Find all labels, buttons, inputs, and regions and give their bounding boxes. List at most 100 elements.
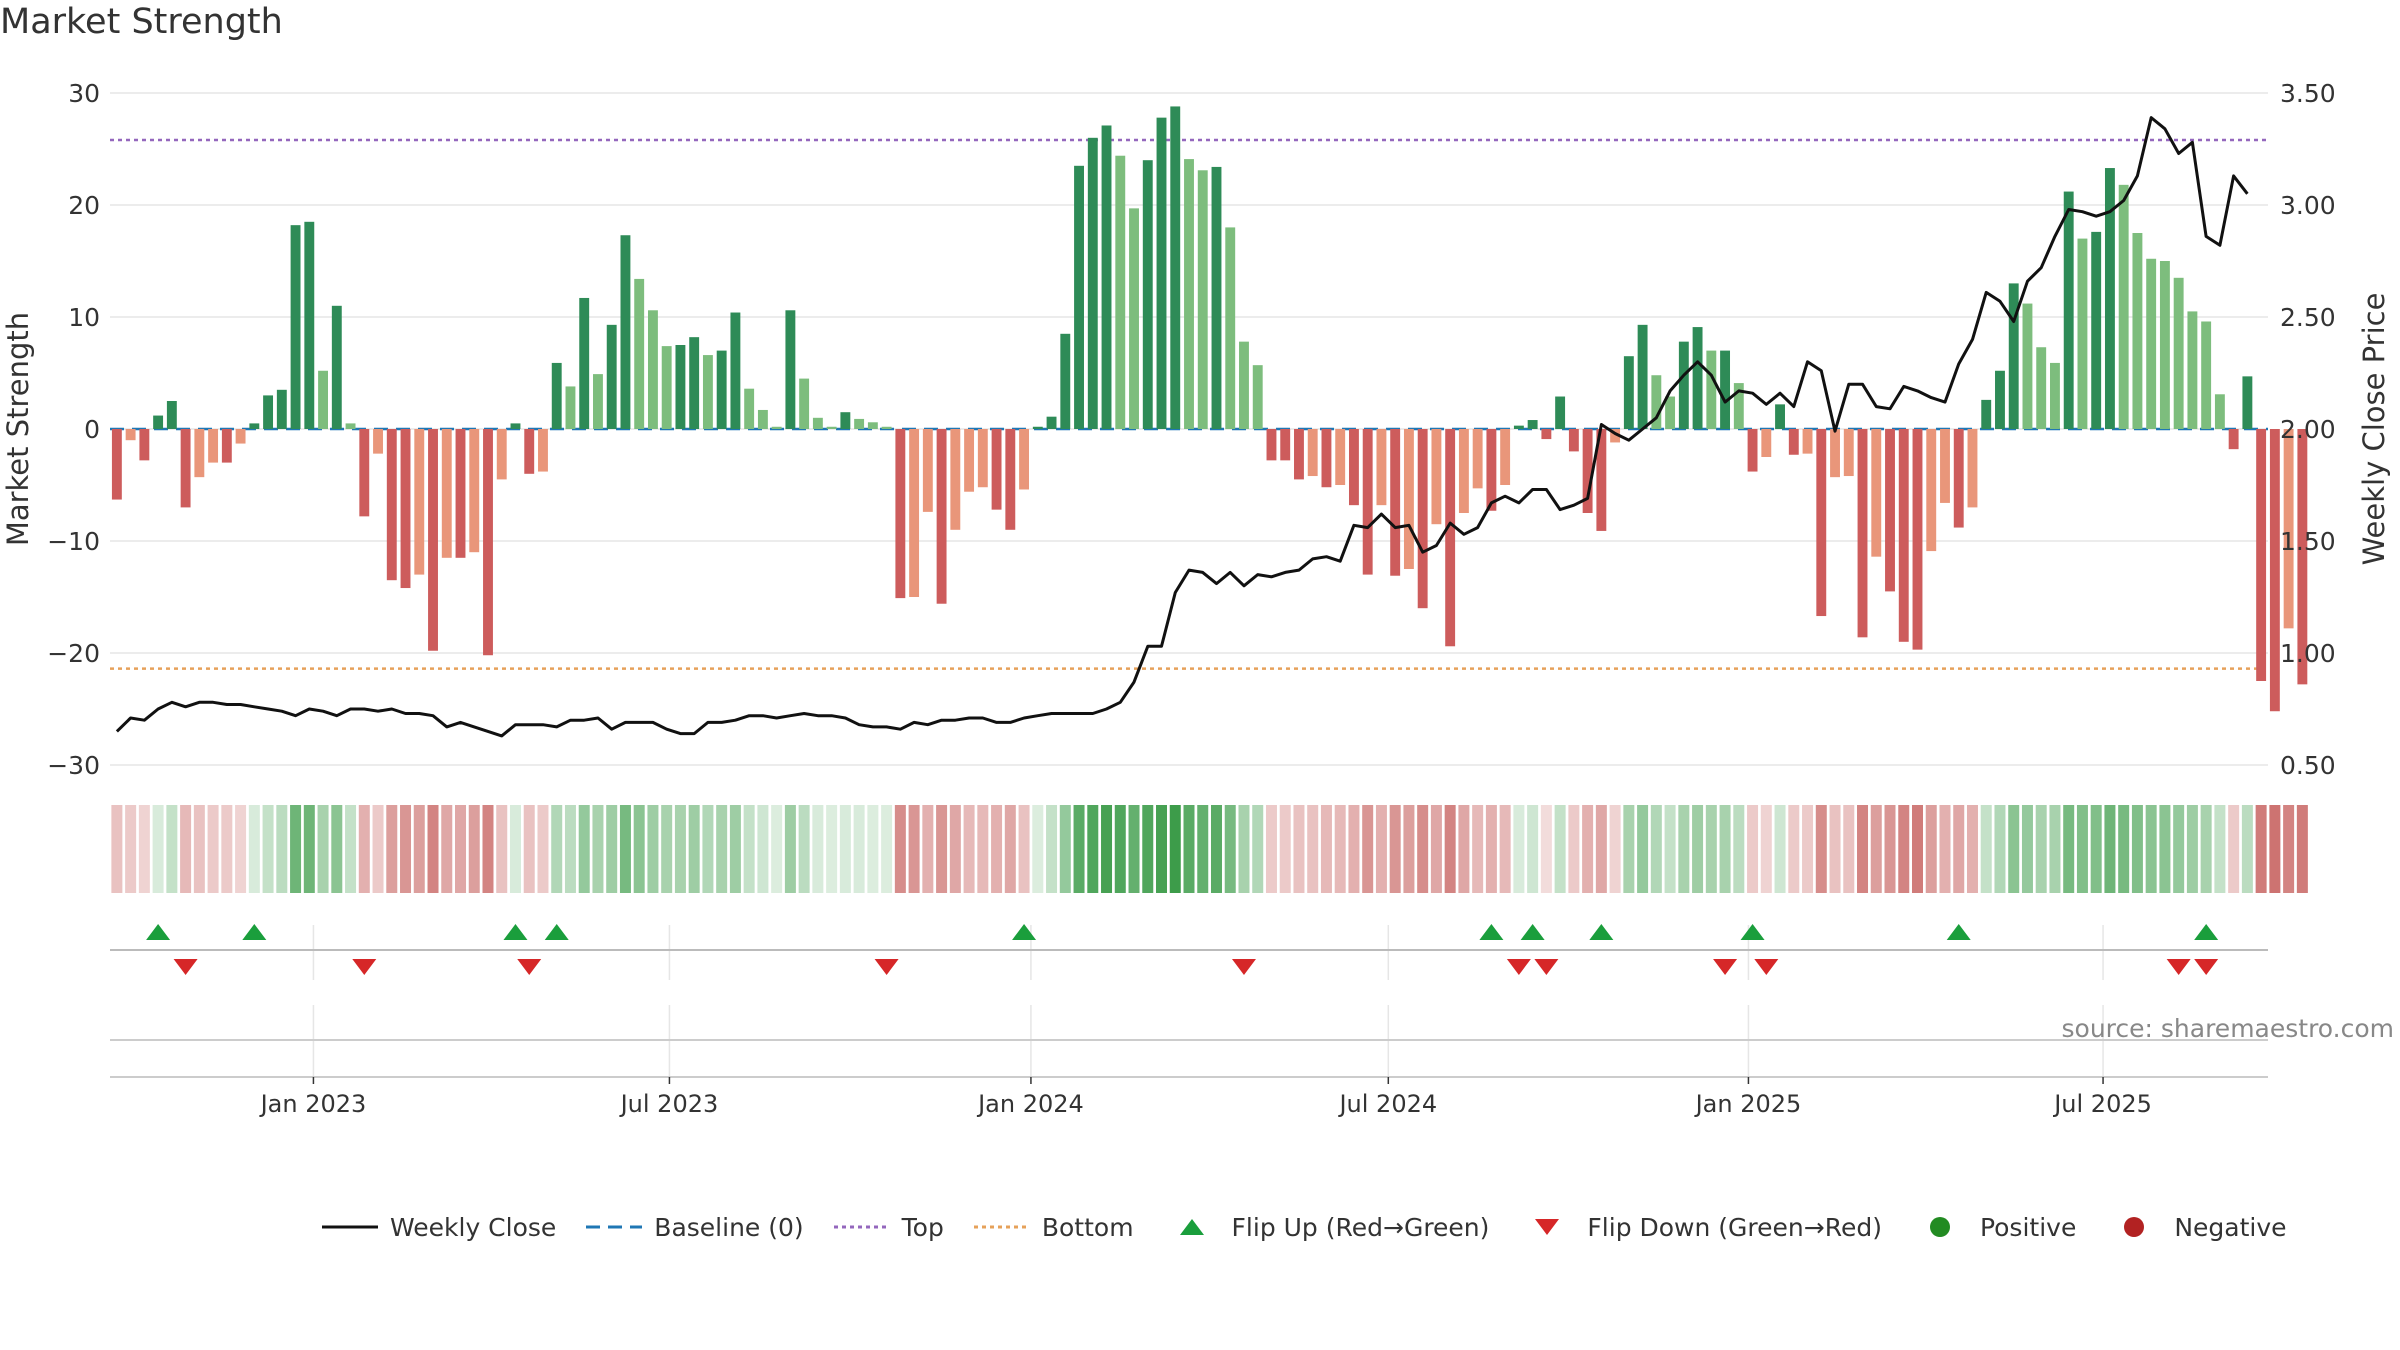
strength-strip-cell bbox=[1692, 805, 1704, 893]
flip-down-marker bbox=[352, 959, 377, 975]
strength-bar bbox=[2256, 429, 2267, 681]
strength-bar bbox=[661, 346, 672, 429]
strength-bar bbox=[991, 429, 1002, 510]
strength-strip-cell bbox=[936, 805, 948, 893]
strength-bar bbox=[593, 374, 603, 429]
strength-strip-cell bbox=[1788, 805, 1800, 893]
strength-bar bbox=[510, 423, 521, 429]
strength-strip-cell bbox=[2228, 805, 2240, 893]
flip-down-marker bbox=[1754, 959, 1779, 975]
strength-bar bbox=[194, 429, 205, 478]
legend-swatch-line bbox=[322, 1225, 378, 1229]
strength-strip-cell bbox=[1032, 805, 1044, 893]
y-tick-label-right: 3.50 bbox=[2280, 79, 2336, 108]
strength-bar bbox=[2146, 258, 2157, 429]
flip-up-marker bbox=[2194, 924, 2219, 940]
strength-bar bbox=[1307, 429, 1318, 477]
y-tick-label-left: 20 bbox=[68, 191, 100, 220]
flip-down-marker bbox=[173, 959, 198, 975]
strength-bar bbox=[826, 426, 837, 429]
strength-strip-cell bbox=[1925, 805, 1937, 893]
strength-strip-cell bbox=[2283, 805, 2295, 893]
strength-bar bbox=[1225, 227, 1236, 429]
legend-swatch-dot-orange bbox=[973, 1225, 1030, 1229]
strength-bar bbox=[1431, 429, 1442, 525]
strength-strip-cell bbox=[455, 805, 467, 893]
y-tick-label-left: −30 bbox=[47, 751, 100, 780]
strength-strip-cell bbox=[1939, 805, 1951, 893]
strength-strip-cell bbox=[2021, 805, 2033, 893]
strength-bar bbox=[1802, 429, 1813, 454]
strength-strip-cell bbox=[2214, 805, 2226, 893]
chart-legend: Weekly Close Baseline (0) Top Bottom Flip Up… bbox=[320, 1206, 2315, 1248]
strength-bar bbox=[1555, 396, 1566, 429]
strength-bar bbox=[730, 312, 741, 429]
strength-strip-cell bbox=[702, 805, 714, 893]
strength-strip-cell bbox=[784, 805, 796, 893]
flip-up-marker bbox=[1589, 924, 1614, 940]
strength-bar bbox=[318, 370, 328, 429]
strength-strip-cell bbox=[111, 805, 123, 893]
strength-bar bbox=[111, 429, 122, 500]
flip-up-marker bbox=[1479, 924, 1504, 940]
strength-bar bbox=[345, 423, 356, 429]
strength-strip-cell bbox=[1609, 805, 1621, 893]
strength-bar bbox=[1871, 429, 1882, 557]
strength-strip-cell bbox=[1004, 805, 1016, 893]
strength-bar bbox=[1706, 350, 1717, 429]
strength-strip-cell bbox=[812, 805, 824, 893]
strength-strip-cell bbox=[1389, 805, 1401, 893]
strength-bar bbox=[1321, 429, 1332, 488]
legend-item: Weekly Close bbox=[320, 1212, 556, 1242]
strength-strip-cell bbox=[1994, 805, 2006, 893]
strength-bar bbox=[1417, 429, 1428, 609]
strength-strip-cell bbox=[290, 805, 302, 893]
flip-down-marker bbox=[2166, 959, 2191, 975]
strength-bar bbox=[2077, 238, 2088, 429]
strength-bar bbox=[1390, 429, 1401, 576]
strength-bar bbox=[1403, 429, 1414, 569]
strength-strip-cell bbox=[482, 805, 494, 893]
strength-strip-cell bbox=[523, 805, 535, 893]
strength-bar bbox=[867, 422, 878, 429]
strength-strip-cell bbox=[1733, 805, 1745, 893]
strength-bar bbox=[1142, 160, 1153, 429]
strength-strip-cell bbox=[578, 805, 590, 893]
strength-strip-cell bbox=[1183, 805, 1195, 893]
strength-bar bbox=[1926, 429, 1937, 552]
strength-bar bbox=[922, 429, 933, 512]
strength-strip-cell bbox=[1417, 805, 1429, 893]
strength-bar bbox=[1087, 137, 1098, 430]
legend-label: Flip Up (Red→Green) bbox=[1231, 1212, 1490, 1242]
strength-strip-cell bbox=[303, 805, 315, 893]
legend-swatch-triangle-down bbox=[1535, 1219, 1560, 1235]
strength-strip-cell bbox=[1101, 805, 1113, 893]
strength-bar bbox=[1472, 429, 1483, 489]
strength-bar bbox=[2118, 184, 2129, 429]
strength-strip-cell bbox=[1348, 805, 1360, 893]
strength-strip-cell bbox=[2049, 805, 2061, 893]
strength-strip-cell bbox=[1458, 805, 1470, 893]
strength-strip-cell bbox=[262, 805, 274, 893]
strength-bar bbox=[1761, 429, 1772, 457]
strength-bar bbox=[2132, 233, 2143, 429]
strength-bar bbox=[606, 324, 617, 429]
strength-bar bbox=[1445, 429, 1456, 647]
y-axis-title-left: Market Strength bbox=[1, 312, 35, 546]
strength-bar bbox=[1623, 356, 1634, 429]
strength-strip-cell bbox=[688, 805, 700, 893]
strength-strip-cell bbox=[1197, 805, 1209, 893]
strength-bar bbox=[1527, 420, 1538, 429]
strength-bar bbox=[1995, 370, 2005, 429]
strength-bar bbox=[1692, 327, 1703, 429]
strength-bar bbox=[2173, 277, 2184, 429]
strength-strip-cell bbox=[1898, 805, 1910, 893]
strength-strip-cell bbox=[358, 805, 370, 893]
strength-strip-cell bbox=[2159, 805, 2171, 893]
y-tick-label-right: 0.50 bbox=[2280, 751, 2336, 780]
strength-strip-cell bbox=[647, 805, 659, 893]
legend-swatch-triangle-up bbox=[1179, 1219, 1204, 1235]
strength-strip-cell bbox=[977, 805, 989, 893]
strength-strip-cell bbox=[1334, 805, 1346, 893]
strength-strip-cell bbox=[166, 805, 178, 893]
